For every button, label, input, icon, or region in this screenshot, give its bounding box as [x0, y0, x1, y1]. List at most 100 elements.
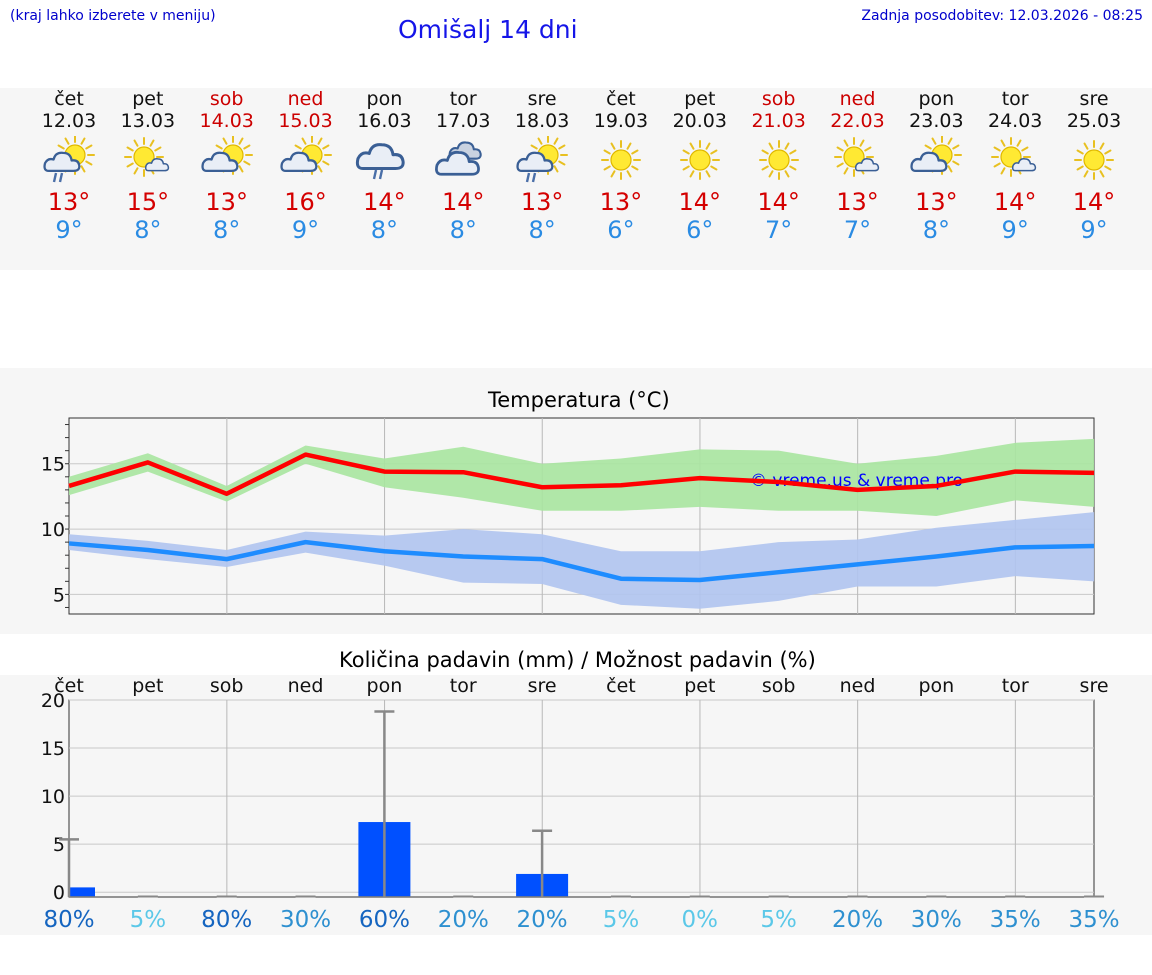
precip-probability: 5%: [603, 907, 640, 933]
last-updated: Zadnja posodobitev: 12.03.2026 - 08:25: [861, 8, 1143, 24]
day-date: 12.03: [41, 110, 97, 132]
min-temperature: 8°: [449, 216, 477, 244]
forecast-day: ned 22.03 13° 7°: [818, 88, 898, 244]
max-temperature: 14°: [363, 188, 406, 216]
min-temperature: 8°: [134, 216, 162, 244]
precip-probability: 5%: [760, 907, 797, 933]
temperature-chart-title: Temperatura (°C): [488, 388, 670, 412]
precip-probability: 20%: [832, 907, 883, 933]
forecast-day: sre 18.03 13° 8°: [502, 88, 582, 244]
precip-probability: 35%: [990, 907, 1041, 933]
min-temperature-range: [69, 512, 1095, 609]
forecast-day: ned 15.03 16° 9°: [266, 88, 346, 244]
y-tick-label: 10: [41, 519, 65, 541]
day-label: sob: [762, 675, 796, 697]
max-temperature: 13°: [47, 188, 91, 216]
sun-cloud-icon: [201, 136, 253, 175]
precip-bar: [69, 887, 95, 897]
page-title: Omišalj 14 dni: [398, 15, 578, 44]
day-label: pet: [132, 675, 163, 697]
precip-probability: 5%: [130, 907, 167, 933]
min-temperature-line: [68, 539, 1095, 583]
day-label: sob: [210, 675, 244, 697]
max-temperature: 14°: [1072, 188, 1116, 216]
day-name: sob: [761, 88, 796, 110]
day-name: pet: [684, 88, 716, 110]
day-date: 24.03: [987, 110, 1043, 132]
max-temperature: 13°: [836, 188, 879, 216]
min-temperature: 9°: [1080, 216, 1108, 244]
min-temperature: 6°: [686, 216, 714, 244]
min-temperature: 8°: [370, 216, 399, 244]
day-label: sre: [1080, 675, 1109, 697]
sun-icon: [600, 140, 641, 180]
day-date: 17.03: [436, 110, 491, 132]
min-temperature: 9°: [55, 216, 83, 244]
max-temperature: 16°: [284, 188, 327, 216]
day-date: 23.03: [909, 110, 964, 132]
max-temperature-line: [68, 452, 1095, 497]
forecast-day: sob 14.03 13° 8°: [187, 88, 267, 244]
day-label: pon: [367, 675, 403, 697]
forecast-panel: [0, 88, 1152, 270]
precip-probability: 0%: [682, 907, 719, 933]
max-temperature: 13°: [915, 188, 958, 216]
y-tick-label: 0: [53, 882, 65, 904]
day-name: pon: [366, 88, 403, 110]
max-temperature: 14°: [757, 188, 800, 216]
sun-cloud-rain-icon: [516, 136, 569, 183]
day-date: 14.03: [199, 110, 254, 132]
max-temperature: 14°: [993, 188, 1037, 216]
min-temperature: 6°: [607, 216, 635, 244]
precip-probability: 60%: [359, 907, 410, 933]
forecast-day: tor 24.03 14° 9°: [975, 88, 1055, 244]
max-temperature: 13°: [205, 188, 248, 216]
precip-probability: 20%: [517, 907, 568, 933]
y-tick-label: 15: [41, 454, 65, 476]
day-name: ned: [839, 88, 876, 110]
day-name: tor: [449, 88, 477, 110]
min-temperature: 7°: [843, 216, 872, 244]
day-name: čet: [606, 88, 636, 110]
day-label: pon: [918, 675, 954, 697]
day-date: 19.03: [593, 110, 649, 132]
day-date: 15.03: [278, 110, 333, 132]
max-temperature: 13°: [599, 188, 643, 216]
y-tick-label: 20: [41, 690, 65, 712]
forecast-days: čet 12.03 13° 9° pet 13.03 15° 8° sob 14.03 13° 8° n…: [0, 88, 1152, 268]
precip-probability: 35%: [1068, 907, 1119, 933]
plot-frame: [68, 699, 1095, 898]
sun-cloud-icon: [910, 136, 963, 175]
precip-probability: 20%: [438, 907, 489, 933]
day-name: sob: [209, 88, 244, 110]
sun-small-cloud-icon: [123, 137, 169, 177]
forecast-day: sob 21.03 14° 7°: [739, 88, 819, 244]
min-temperature: 9°: [1001, 216, 1029, 244]
cloudy-icon: [435, 141, 482, 176]
precip-probability: 30%: [280, 907, 331, 933]
day-date: 22.03: [830, 110, 885, 132]
day-label: tor: [450, 675, 477, 697]
min-temperature: 8°: [922, 216, 950, 244]
forecast-day: pet 20.03 14° 6°: [660, 88, 740, 244]
sun-icon: [758, 140, 799, 180]
min-temperature: 9°: [291, 216, 320, 244]
day-label: ned: [840, 675, 876, 697]
day-name: pon: [918, 88, 955, 110]
day-date: 21.03: [751, 110, 806, 132]
min-temperature: 8°: [528, 216, 556, 244]
day-name: čet: [54, 88, 84, 110]
min-temperature: 8°: [213, 216, 241, 244]
day-label: čet: [606, 675, 636, 697]
y-tick-label: 10: [41, 786, 65, 808]
min-temperature: 7°: [765, 216, 793, 244]
max-temperature: 14°: [441, 188, 485, 216]
sun-small-cloud-icon: [991, 137, 1037, 177]
day-name: sre: [1079, 88, 1109, 110]
forecast-day: čet 12.03 13° 9°: [29, 88, 109, 244]
forecast-day: čet 19.03 13° 6°: [581, 88, 661, 244]
day-label: tor: [1002, 675, 1029, 697]
max-temperature: 15°: [126, 188, 170, 216]
day-name: sre: [527, 88, 557, 110]
